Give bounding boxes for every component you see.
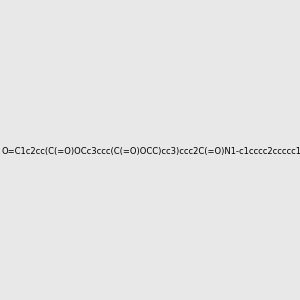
Text: O=C1c2cc(C(=O)OCc3ccc(C(=O)OCC)cc3)ccc2C(=O)N1-c1cccc2ccccc12: O=C1c2cc(C(=O)OCc3ccc(C(=O)OCC)cc3)ccc2C… <box>1 147 300 156</box>
